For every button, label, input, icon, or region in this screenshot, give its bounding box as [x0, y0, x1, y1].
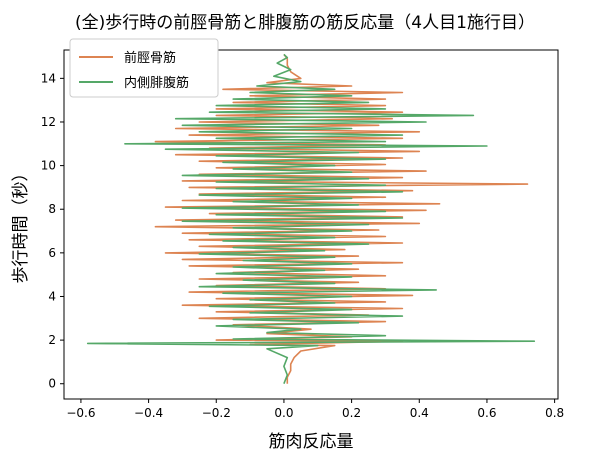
x-tick-label: 0.6 — [477, 406, 496, 420]
y-tick-label: 14 — [41, 71, 56, 85]
y-tick-label: 10 — [41, 159, 56, 173]
y-tick-label: 4 — [48, 289, 56, 303]
plot-area — [86, 53, 536, 384]
legend: 前脛骨筋 内側腓腹筋 — [69, 38, 219, 98]
x-tick-label: −0.6 — [66, 406, 95, 420]
series-line-tibialis — [154, 53, 529, 384]
y-tick-label: 12 — [41, 115, 56, 129]
x-tick-label: 0.4 — [410, 406, 429, 420]
y-tick-label: 0 — [48, 377, 56, 391]
series-line-gastrocnemius — [86, 53, 536, 384]
y-axis-label: 歩行時間（秒） — [11, 165, 31, 284]
x-axis-label: 筋肉反応量 — [269, 432, 354, 452]
x-axis-ticks: −0.6 −0.4 −0.2 0.0 0.2 0.4 0.6 0.8 — [66, 399, 564, 420]
legend-label-gastrocnemius: 内側腓腹筋 — [124, 75, 189, 91]
y-tick-label: 6 — [48, 246, 56, 260]
legend-label-tibialis: 前脛骨筋 — [124, 50, 176, 66]
plot-frame — [63, 49, 559, 400]
x-tick-label: 0.8 — [545, 406, 564, 420]
x-tick-label: −0.4 — [134, 406, 163, 420]
y-axis-ticks: 0 2 4 6 8 10 12 14 — [41, 71, 64, 391]
y-tick-label: 2 — [48, 333, 56, 347]
x-tick-label: −0.2 — [202, 406, 231, 420]
x-tick-label: 0.0 — [274, 406, 293, 420]
y-tick-label: 8 — [48, 202, 56, 216]
x-tick-label: 0.2 — [342, 406, 361, 420]
chart-title: (全)歩行時の前脛骨筋と腓腹筋の筋反応量（4人目1施行目） — [75, 13, 535, 33]
